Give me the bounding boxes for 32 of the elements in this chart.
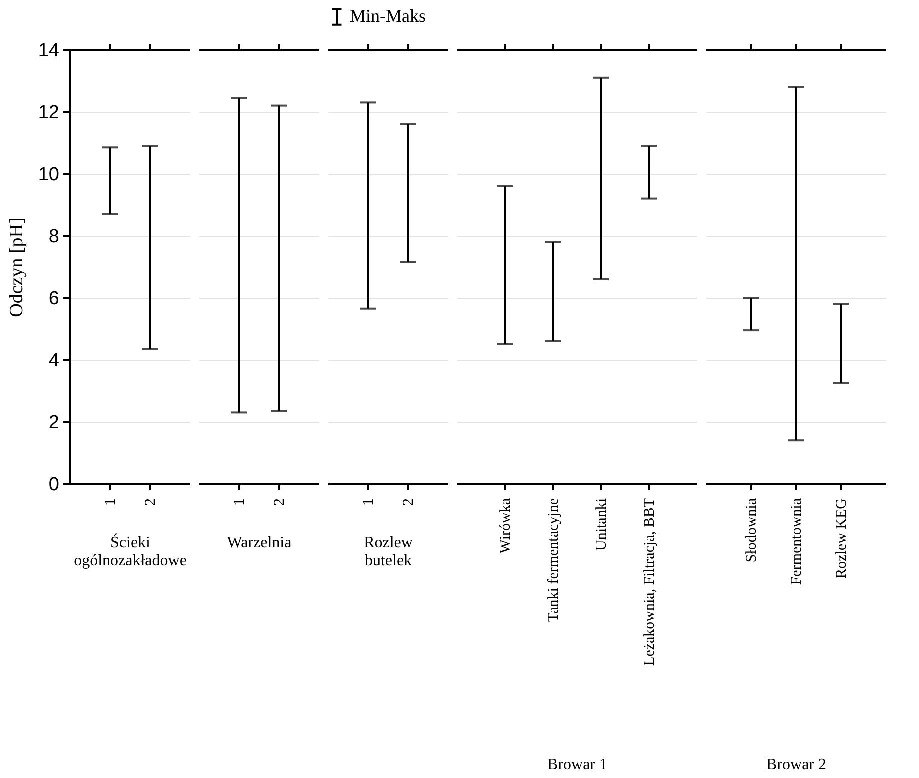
x-tick-label: 2: [401, 498, 417, 506]
x-tick-label: 1: [103, 498, 119, 506]
y-tick-label: 12: [38, 102, 60, 124]
y-tick-label: 6: [48, 288, 60, 310]
x-tick-label: Rozlew KEG: [834, 498, 850, 579]
x-axis-title: Browar 1: [548, 756, 608, 774]
x-tick-label: 2: [272, 498, 288, 506]
x-tick-label: Tanki fermentacyjne: [546, 498, 562, 622]
x-axis-title: Rozlew butelek: [364, 534, 414, 570]
y-tick-label: 2: [48, 412, 60, 434]
x-axis-title: Warzelnia: [227, 534, 292, 552]
x-tick-label: Słodownia: [744, 498, 760, 563]
y-tick-label: 14: [38, 40, 60, 62]
y-tick-label: 0: [48, 474, 60, 496]
y-tick-label: 8: [48, 226, 60, 248]
y-tick-label: 10: [38, 164, 60, 186]
bar: [504, 186, 506, 344]
bar: [648, 146, 650, 199]
x-axis-title: Browar 2: [766, 756, 826, 774]
bar: [552, 242, 554, 342]
y-tick-label: 4: [48, 350, 60, 372]
x-tick-label: Fermentownia: [789, 498, 805, 586]
bar: [600, 78, 602, 280]
x-tick-label: 1: [232, 498, 248, 506]
x-tick-label: 1: [361, 498, 377, 506]
x-tick-label: Leżakownia, Filtracja, BBT: [642, 498, 658, 666]
x-tick-label: 2: [143, 498, 159, 506]
x-tick-label: Unitanki: [594, 498, 610, 551]
x-axis-title: Ścieki ogólnozakładowe: [74, 534, 187, 570]
x-tick-label: Wirówka: [498, 498, 514, 554]
y-axis-title: Odczyn [pH]: [6, 218, 28, 318]
legend-label: Min-Maks: [350, 6, 426, 26]
